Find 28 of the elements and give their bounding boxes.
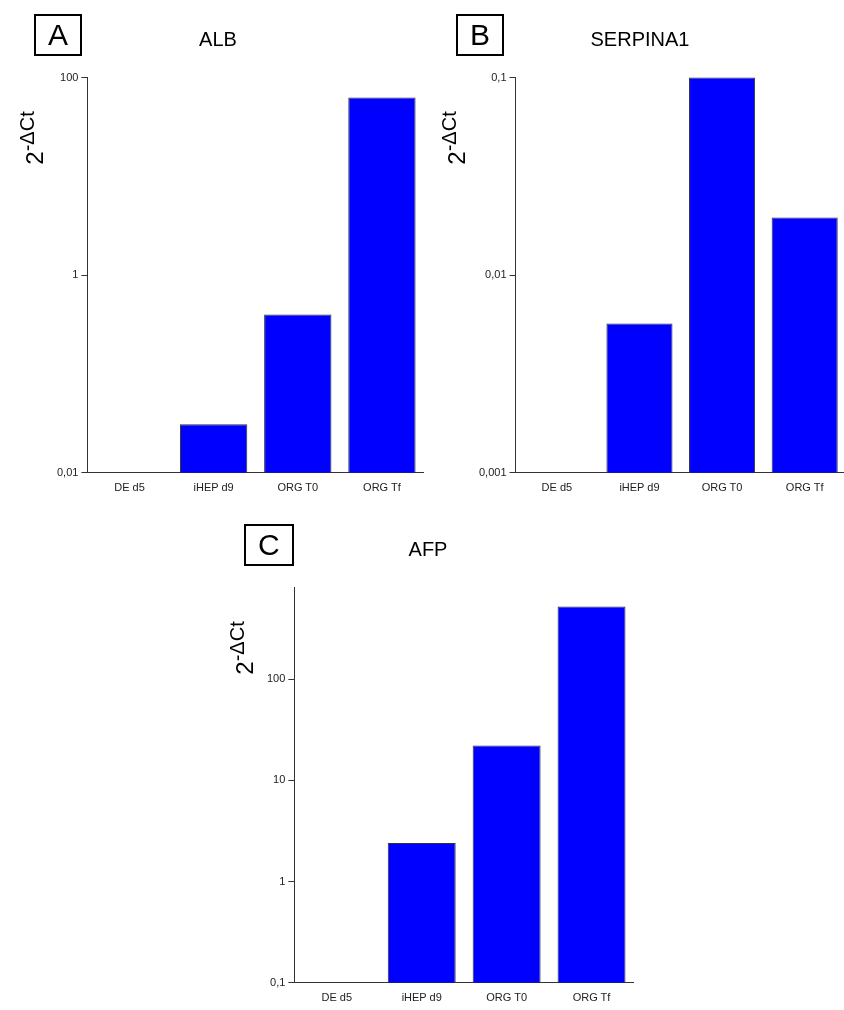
y-tick-label: 100	[60, 70, 79, 83]
y-tick-label: 1	[72, 268, 79, 281]
text: A	[34, 14, 83, 56]
x-tick-label: ORG T0	[277, 481, 319, 494]
x-tick-label: iHEP d9	[401, 991, 442, 1004]
x-tick-label: iHEP d9	[193, 481, 234, 494]
x-tick-label: ORG T0	[701, 481, 743, 494]
x-tick-label: DE d5	[321, 991, 353, 1004]
y-tick-label: 100	[266, 672, 286, 685]
chart-title: ALB	[199, 28, 237, 50]
y-tick-label: 1	[279, 874, 286, 887]
x-tick-label: iHEP d9	[619, 481, 660, 494]
y-tick-label: 0,001	[479, 465, 507, 478]
x-tick-label: ORG Tf	[785, 481, 825, 494]
x-tick-label: ORG Tf	[572, 991, 612, 1004]
x-tick-label: DE d5	[114, 481, 145, 494]
y-tick-label: 0,1	[270, 975, 286, 988]
x-tick-label: DE d5	[541, 481, 573, 494]
y-tick-label: 0,01	[56, 465, 79, 478]
text: B	[456, 14, 505, 56]
y-tick-label: 0,01	[485, 268, 507, 281]
y-tick-label: 0,1	[491, 70, 507, 83]
x-tick-label: ORG T0	[486, 991, 528, 1004]
text: C	[244, 524, 294, 566]
chart-title: SERPINA1	[590, 28, 690, 50]
y-tick-label: 10	[273, 773, 286, 786]
x-tick-label: ORG Tf	[363, 481, 402, 494]
chart-title: AFP	[408, 538, 448, 560]
